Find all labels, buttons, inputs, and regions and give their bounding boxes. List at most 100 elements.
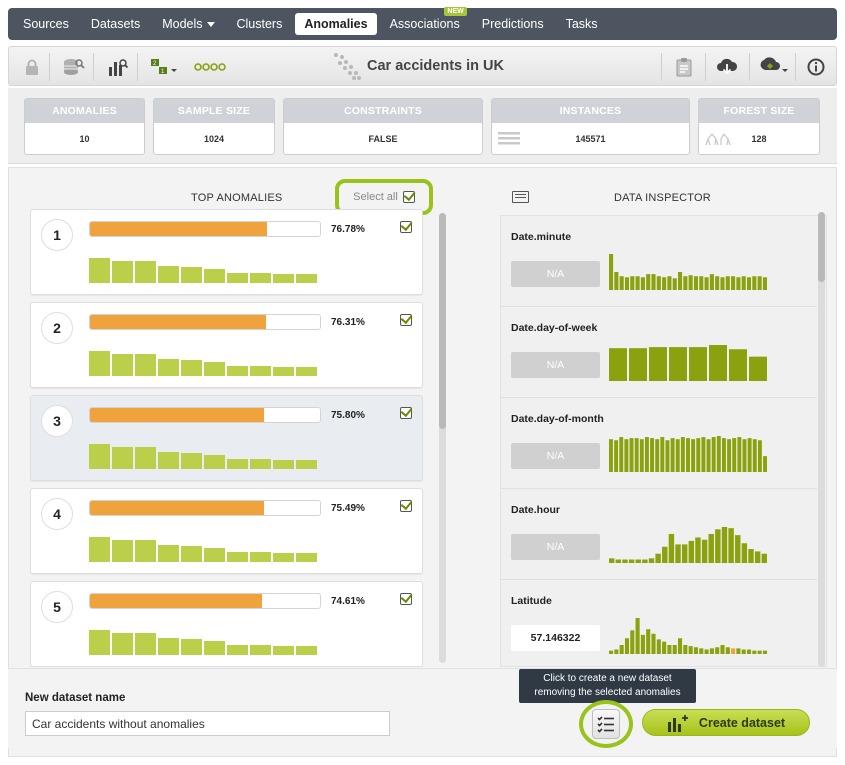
- histogram-bar: [650, 438, 655, 472]
- histogram-bar: [752, 650, 757, 654]
- histogram-bar: [757, 650, 762, 654]
- inspector-scroll-thumb[interactable]: [818, 212, 825, 282]
- histogram-bar: [675, 544, 681, 563]
- field-histogram: [609, 436, 767, 472]
- histogram-bar: [701, 437, 706, 472]
- histogram-bar: [742, 439, 747, 472]
- anomaly-rank: 5: [41, 591, 73, 623]
- histogram-bar: [667, 645, 672, 654]
- histogram-bar: [227, 366, 248, 376]
- histogram-bar: [296, 367, 317, 376]
- histogram-bar: [648, 558, 655, 563]
- toolbar-separator: [795, 53, 796, 81]
- nav-item-predictions[interactable]: Predictions: [473, 13, 553, 35]
- refresh-icon[interactable]: [759, 56, 789, 78]
- nav-item-models[interactable]: Models: [153, 13, 223, 35]
- anomaly-list-scroll-thumb[interactable]: [439, 213, 446, 429]
- histogram-bar: [662, 277, 667, 290]
- anomaly-card[interactable]: 1 76.78%: [30, 209, 423, 295]
- histogram-bar: [683, 645, 688, 654]
- clipboard-icon[interactable]: [673, 56, 695, 78]
- stat-forest-size: FOREST SIZE 128: [698, 98, 820, 155]
- histogram-bar: [655, 439, 660, 472]
- inspector-field: Date.hour N/A: [501, 489, 817, 580]
- histogram-bar: [725, 647, 730, 654]
- histogram-bar: [677, 638, 683, 654]
- nav-item-associations[interactable]: Associations NEW: [381, 7, 469, 35]
- anomaly-list: 1 76.78% 2 76.31% 3 75.80% 4 75.49% 5 74.61%: [21, 209, 431, 667]
- histogram-bar: [757, 276, 762, 290]
- anomaly-score-bar: [89, 593, 321, 609]
- histogram-bar: [731, 648, 736, 654]
- histogram-bar: [630, 276, 635, 290]
- histogram-bar: [715, 276, 720, 290]
- dots-icon[interactable]: [193, 56, 229, 78]
- anomaly-checkbox[interactable]: [400, 500, 412, 512]
- forest-icon: [705, 133, 731, 146]
- anomaly-card[interactable]: 3 75.80%: [30, 395, 423, 481]
- histogram-bar: [158, 266, 179, 283]
- bar-chart-icon[interactable]: [107, 56, 129, 78]
- download-icon[interactable]: [716, 56, 738, 78]
- remove-anomalies-button[interactable]: [579, 700, 633, 748]
- create-dataset-button[interactable]: Create dataset: [642, 709, 810, 736]
- anomaly-card[interactable]: 5 74.61%: [30, 581, 423, 667]
- histogram-bar: [699, 276, 704, 290]
- select-all-checkbox[interactable]: [402, 191, 415, 203]
- nav-item-datasets[interactable]: Datasets: [82, 13, 149, 35]
- inspector-field: Latitude 57.146322: [501, 580, 817, 666]
- histogram-bar: [89, 630, 110, 655]
- anomaly-checkbox[interactable]: [400, 221, 412, 233]
- nav-item-clusters[interactable]: Clusters: [228, 13, 292, 35]
- histogram-bar: [646, 274, 651, 290]
- histogram-bar: [227, 645, 248, 655]
- histogram-bar: [614, 440, 619, 472]
- histogram-bar: [741, 543, 748, 563]
- anomaly-checkbox[interactable]: [400, 407, 412, 419]
- field-value: N/A: [511, 534, 600, 560]
- histogram-bar: [112, 540, 133, 562]
- lock-icon[interactable]: [21, 56, 43, 78]
- histogram-bar: [711, 437, 716, 472]
- histogram-bar: [746, 277, 752, 290]
- histogram-bar: [715, 647, 720, 654]
- info-icon[interactable]: [805, 56, 827, 78]
- nav-item-label: Tasks: [565, 17, 598, 31]
- histogram-bar: [704, 277, 709, 290]
- field-value: N/A: [511, 261, 600, 287]
- new-dataset-name-input[interactable]: [25, 711, 390, 736]
- histogram-bar: [704, 649, 709, 654]
- nav-item-sources[interactable]: Sources: [14, 13, 78, 35]
- histogram-bar: [669, 347, 687, 381]
- histogram-bar: [635, 618, 640, 654]
- chevron-down-icon: [206, 22, 215, 28]
- nav-item-label: Anomalies: [304, 17, 368, 31]
- histogram-bar: [696, 438, 701, 472]
- dataset-search-icon[interactable]: [63, 56, 85, 78]
- field-name: Date.hour: [511, 504, 561, 516]
- nav-item-anomalies[interactable]: Anomalies: [295, 13, 377, 35]
- histogram-bar: [752, 276, 757, 290]
- histogram-bar: [158, 359, 179, 376]
- histogram-bar: [762, 650, 767, 654]
- histogram-bar: [681, 544, 688, 563]
- histogram-bar: [635, 559, 641, 563]
- stat-value: 10: [79, 133, 90, 144]
- anomaly-card[interactable]: 4 75.49%: [30, 488, 423, 574]
- anomaly-checkbox[interactable]: [400, 593, 412, 605]
- nav-item-tasks[interactable]: Tasks: [557, 13, 607, 35]
- histogram-bar: [732, 438, 737, 472]
- toolbar-separator: [137, 53, 138, 81]
- anomaly-list-scrollbar[interactable]: [439, 213, 446, 663]
- histogram-bar: [250, 645, 271, 655]
- histogram-bar: [273, 553, 294, 562]
- anomaly-card[interactable]: 2 76.31%: [30, 302, 423, 388]
- histogram-bar: [720, 645, 725, 654]
- histogram-bar: [619, 645, 624, 654]
- stat-anomalies: ANOMALIES 10: [24, 98, 145, 155]
- anomaly-checkbox[interactable]: [400, 314, 412, 326]
- histogram-bar: [112, 354, 133, 376]
- inspector-scrollbar[interactable]: [818, 212, 825, 667]
- histogram-bar: [227, 552, 248, 562]
